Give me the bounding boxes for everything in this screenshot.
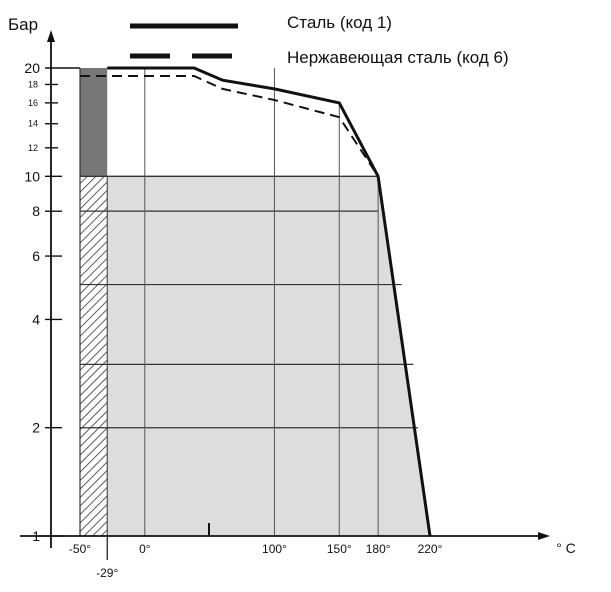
x-axis-unit-label: ° C — [556, 540, 576, 556]
y-tick-label: 16 — [28, 98, 38, 108]
low-temperature-dark-band — [80, 68, 108, 177]
operating-region-layer — [79, 68, 430, 537]
y-tick-label: 12 — [28, 143, 38, 153]
x-tick-label: -50° — [69, 542, 91, 556]
x-tick-label: 100° — [262, 542, 287, 556]
operating-region-fill — [107, 176, 430, 536]
x-tick-label: 180° — [366, 542, 391, 556]
x-tick-label: -29° — [96, 566, 118, 580]
series-line-stainless-steel — [80, 75, 431, 537]
x-tick-label: 0° — [139, 542, 151, 556]
legend-label-steel: Сталь (код 1) — [287, 13, 392, 32]
series-layer — [79, 66, 432, 537]
y-tick-label: 6 — [32, 248, 40, 264]
y-tick-label: 1 — [32, 528, 40, 544]
y-tick-label: 18 — [28, 79, 38, 89]
x-tick-label: 150° — [327, 542, 352, 556]
y-axis-label: Бар — [8, 15, 38, 34]
y-tick-label: 14 — [28, 119, 38, 129]
low-temperature-hatched-band — [79, 175, 108, 537]
grid-layer — [79, 68, 418, 536]
legend: Сталь (код 1) Нержавеющая сталь (код 6) — [130, 13, 509, 67]
y-tick-label: 2 — [32, 420, 40, 436]
x-axis-arrow-icon — [538, 532, 550, 540]
y-tick-label: 20 — [24, 60, 40, 76]
y-tick-label: 10 — [24, 168, 40, 184]
x-tick-label: 220° — [418, 542, 443, 556]
legend-label-stainless-steel: Нержавеющая сталь (код 6) — [287, 48, 509, 67]
y-tick-label: 4 — [32, 311, 40, 327]
y-axis-arrow-icon — [47, 30, 55, 42]
y-tick-label: 8 — [32, 203, 40, 219]
